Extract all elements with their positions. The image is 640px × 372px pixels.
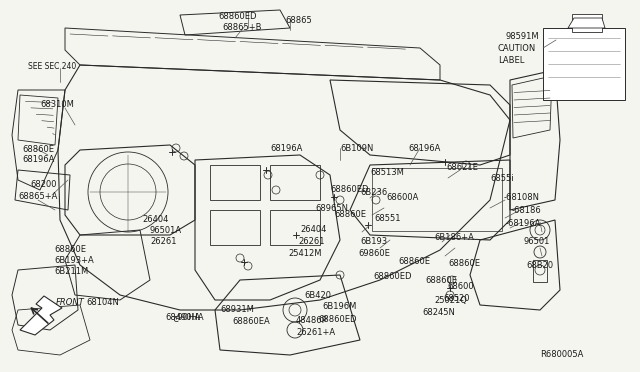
Text: 6B211M: 6B211M: [54, 267, 88, 276]
Bar: [270, 165, 320, 200]
Text: CAUTION: CAUTION: [498, 44, 536, 53]
Text: 68860E: 68860E: [22, 145, 54, 154]
Polygon shape: [20, 296, 62, 335]
Text: 68931M: 68931M: [220, 305, 254, 314]
Text: ڄ90HA: ڄ90HA: [172, 312, 200, 321]
Text: 26404: 26404: [142, 215, 168, 224]
Text: 69860E: 69860E: [358, 249, 390, 258]
Text: 96501: 96501: [524, 237, 550, 246]
Text: 68860E: 68860E: [425, 276, 457, 285]
Text: 26261: 26261: [298, 237, 324, 246]
Bar: [533, 260, 547, 282]
Text: 68600: 68600: [447, 282, 474, 291]
Text: 98591M: 98591M: [506, 32, 540, 41]
Text: 68860E: 68860E: [398, 257, 430, 266]
Text: 26404: 26404: [300, 225, 326, 234]
Text: 6B420: 6B420: [304, 291, 331, 300]
Text: -68186: -68186: [512, 206, 541, 215]
Text: 68860ED: 68860ED: [373, 272, 412, 281]
Text: 6B196M: 6B196M: [322, 302, 356, 311]
Text: 68865+B: 68865+B: [222, 23, 262, 32]
Text: FRONT: FRONT: [56, 298, 84, 307]
Text: 68860E: 68860E: [448, 259, 480, 268]
Text: 68860ED: 68860ED: [318, 315, 356, 324]
Bar: [372, 168, 502, 231]
Text: 68965N: 68965N: [315, 204, 348, 213]
Text: 68490HA: 68490HA: [165, 313, 204, 322]
Text: LABEL: LABEL: [498, 56, 524, 65]
Bar: [210, 165, 260, 200]
Bar: [270, 210, 320, 245]
Text: 68860EA: 68860EA: [232, 317, 269, 326]
Text: 26261+A: 26261+A: [296, 328, 335, 337]
Text: 68600A: 68600A: [386, 193, 419, 202]
Text: 6B236: 6B236: [360, 188, 387, 197]
Text: 68621E: 68621E: [446, 163, 478, 172]
Text: 6B193+A: 6B193+A: [54, 256, 93, 265]
Text: 68860ED: 68860ED: [218, 12, 257, 21]
Polygon shape: [568, 18, 605, 28]
Text: R680005A: R680005A: [540, 350, 584, 359]
Text: 68513M: 68513M: [370, 168, 404, 177]
Text: 68551: 68551: [374, 214, 401, 223]
Text: 68B20: 68B20: [526, 261, 553, 270]
Text: 68860ED: 68860ED: [330, 185, 369, 194]
Bar: [543, 28, 625, 100]
Text: 68520: 68520: [443, 294, 470, 303]
Text: 68196A: 68196A: [270, 144, 302, 153]
Text: 48486P: 48486P: [296, 316, 328, 325]
Text: 68245N: 68245N: [422, 308, 455, 317]
Text: 6B186+A: 6B186+A: [434, 233, 474, 242]
Text: 25412M: 25412M: [288, 249, 321, 258]
Text: 6B193: 6B193: [360, 237, 387, 246]
Text: -68196A: -68196A: [506, 219, 541, 228]
Text: 68196A: 68196A: [408, 144, 440, 153]
Text: -68108N: -68108N: [504, 193, 540, 202]
Text: 25021Q: 25021Q: [434, 296, 467, 305]
Bar: [572, 14, 602, 32]
Text: 6855i: 6855i: [490, 174, 514, 183]
Text: 68865: 68865: [285, 16, 312, 25]
Text: 68200: 68200: [30, 180, 56, 189]
Text: 26261: 26261: [150, 237, 177, 246]
Text: 68860E: 68860E: [334, 210, 366, 219]
Text: 6B109N: 6B109N: [340, 144, 373, 153]
Bar: [210, 210, 260, 245]
Text: 68104N: 68104N: [86, 298, 119, 307]
Text: SEE SEC 240: SEE SEC 240: [28, 62, 76, 71]
Text: 96501A: 96501A: [150, 226, 182, 235]
Text: 68865+A: 68865+A: [18, 192, 58, 201]
Text: 68310M: 68310M: [40, 100, 74, 109]
Text: 68860E: 68860E: [54, 245, 86, 254]
Text: 68196A: 68196A: [22, 155, 54, 164]
